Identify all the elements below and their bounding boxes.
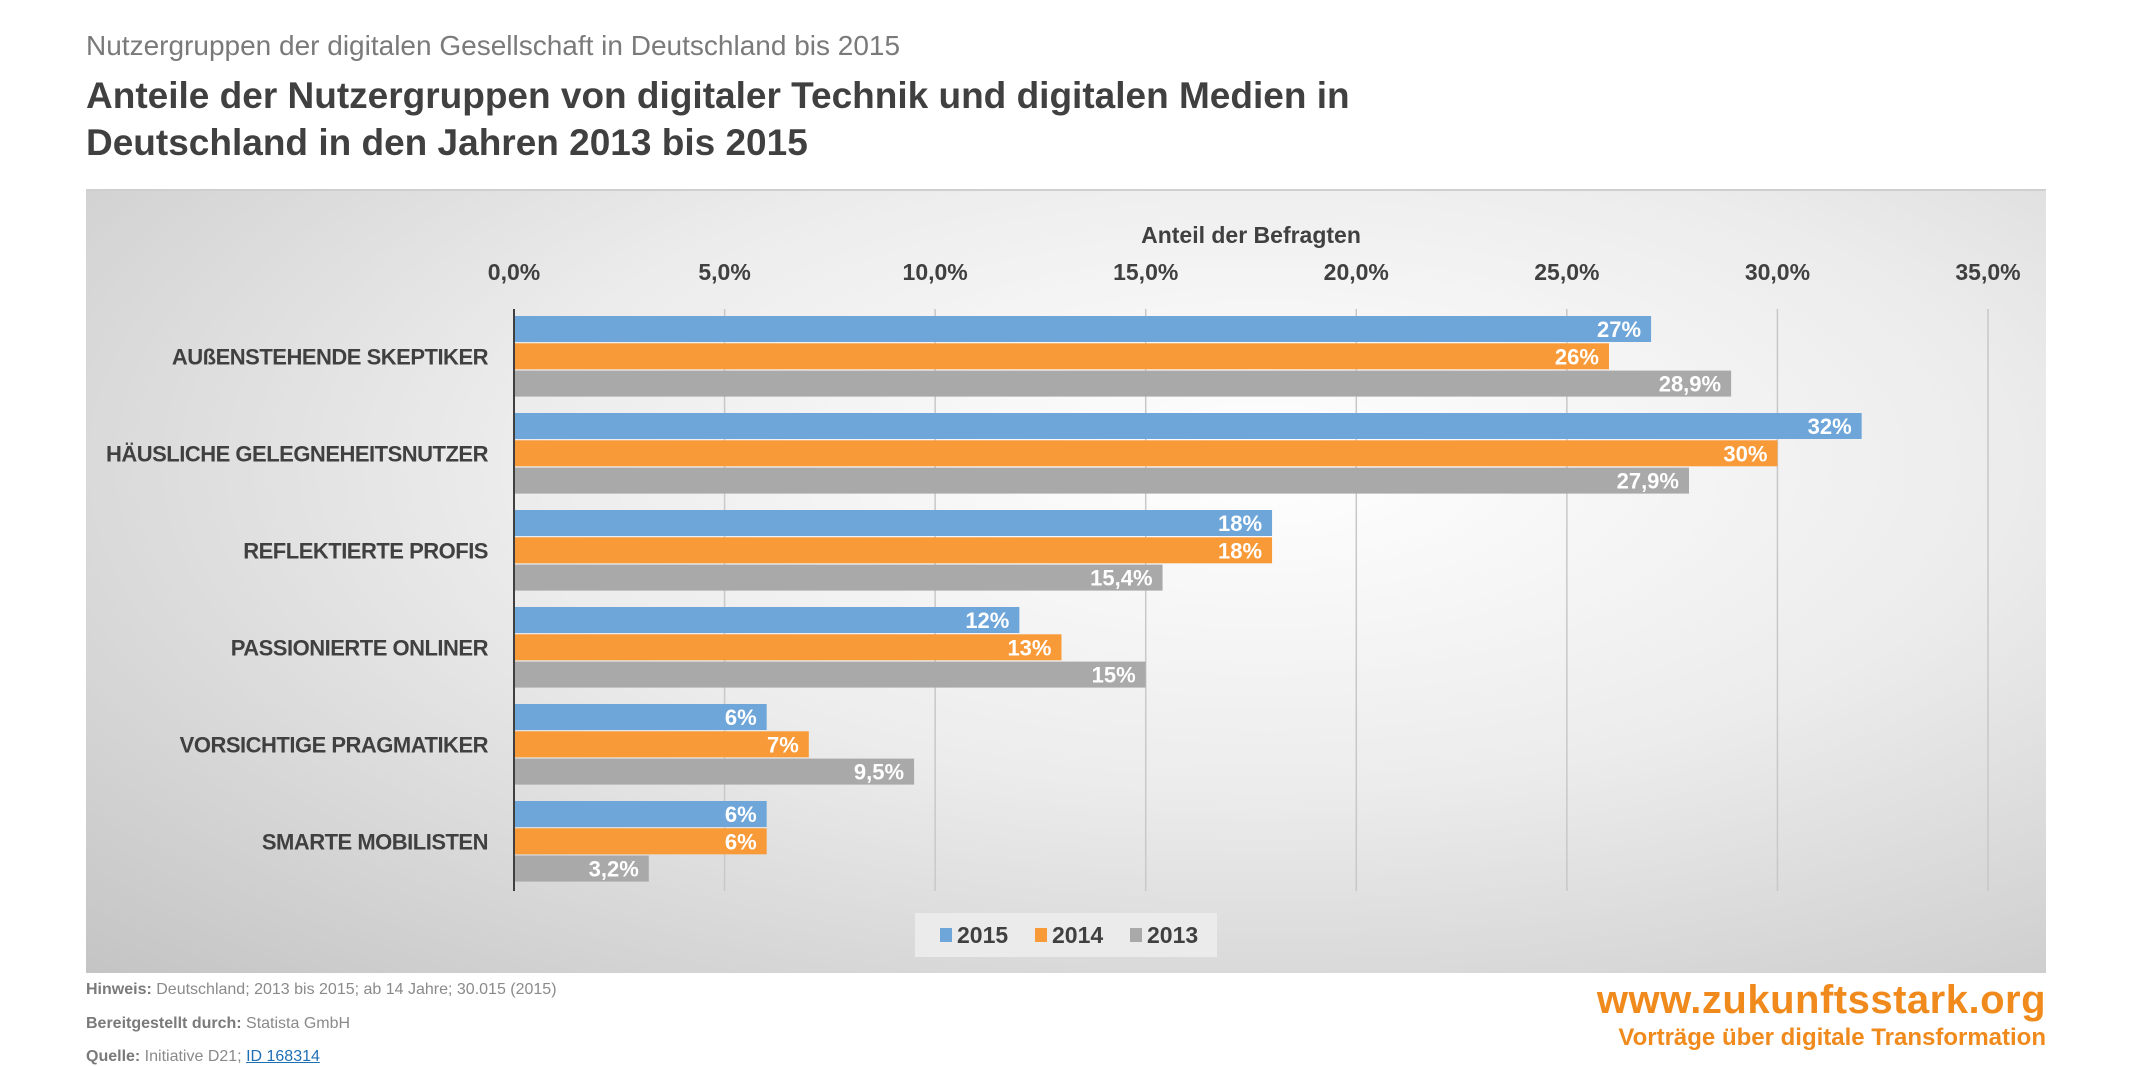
bar-2014 [514,440,1778,467]
bar-2014 [514,343,1609,370]
bar-2015 [514,413,1862,439]
bar-2015 [514,704,767,730]
chart-title: Anteile der Nutzergruppen von digitaler … [86,72,1586,166]
legend-label: 2014 [1052,922,1103,948]
footnote-quelle: Quelle: Initiative D21; ID 168314 [86,1048,320,1066]
bar-2013 [514,370,1732,397]
bar-2015 [514,607,1020,633]
hinweis-label: Hinweis: [86,981,152,998]
legend-swatch-2013 [1130,928,1142,942]
chart-subtitle: Nutzergruppen der digitalen Gesellschaft… [86,30,901,61]
legend-label: 2013 [1147,922,1198,948]
data-label: 13% [1007,635,1051,660]
bar-2013 [514,661,1146,688]
x-tick-label: 10,0% [903,259,968,285]
bar-2013 [514,855,649,882]
data-label: 27% [1597,317,1641,342]
legend-swatch-2015 [940,928,952,942]
data-label: 30% [1723,441,1767,466]
data-label: 27,9% [1617,469,1679,494]
data-label: 26% [1555,344,1599,369]
data-label: 15% [1092,663,1136,688]
legend-swatch-2014 [1035,928,1047,942]
legend-box [915,913,1217,957]
data-label: 6% [725,705,757,730]
data-label: 7% [767,732,799,757]
bar-2015 [514,801,767,827]
legend-label: 2015 [957,922,1008,948]
logo-tagline: Vorträge über digitale Transformation [1618,1024,2046,1051]
data-label: 32% [1808,414,1852,439]
bereit-label: Bereitgestellt durch: [86,1015,242,1032]
x-axis-title: Anteil der Befragten [1141,222,1361,248]
quelle-label: Quelle: [86,1048,141,1065]
x-tick-label: 5,0% [698,259,750,285]
source-id-link[interactable]: ID 168314 [246,1048,320,1065]
bar-2015 [514,316,1652,342]
data-label: 3,2% [589,857,639,882]
category-label: VORSICHTIGE PRAGMATIKER [180,732,489,757]
data-label: 18% [1218,538,1262,563]
category-label: HÄUSLICHE GELEGNEHEITSNUTZER [106,441,489,466]
category-label: REFLEKTIERTE PROFIS [243,538,488,563]
title-line-2: Deutschland in den Jahren 2013 bis 2015 [86,122,808,163]
title-line-1: Anteile der Nutzergruppen von digitaler … [86,75,1350,116]
data-label: 18% [1218,511,1262,536]
data-label: 15,4% [1090,566,1152,591]
x-tick-label: 35,0% [1955,259,2020,285]
data-label: 12% [965,608,1009,633]
category-label: SMARTE MOBILISTEN [262,829,488,854]
bar-2014 [514,537,1273,564]
data-label: 6% [725,829,757,854]
bar-2014 [514,731,809,758]
bar-2015 [514,510,1273,536]
x-tick-label: 20,0% [1324,259,1389,285]
footnote-hinweis: Hinweis: Deutschland; 2013 bis 2015; ab … [86,981,557,999]
logo-url: www.zukunftsstark.org [1596,978,2046,1022]
bereit-text: Statista GmbH [241,1015,351,1032]
bar-2014 [514,634,1062,661]
bar-2013 [514,564,1163,591]
bar-2013 [514,467,1689,494]
data-label: 6% [725,802,757,827]
footnote-bereitgestellt: Bereitgestellt durch: Statista GmbH [86,1015,350,1033]
x-tick-label: 30,0% [1745,259,1810,285]
quelle-text: Initiative D21; [140,1048,247,1065]
bar-2013 [514,758,915,785]
hinweis-text: Deutschland; 2013 bis 2015; ab 14 Jahre;… [151,981,557,998]
x-tick-label: 25,0% [1534,259,1599,285]
x-tick-label: 0,0% [488,259,540,285]
data-label: 28,9% [1659,372,1721,397]
data-label: 9,5% [854,760,904,785]
bar-2014 [514,828,767,855]
category-label: AUßENSTEHENDE SKEPTIKER [172,344,489,369]
category-label: PASSIONIERTE ONLINER [231,635,489,660]
x-tick-label: 15,0% [1113,259,1178,285]
